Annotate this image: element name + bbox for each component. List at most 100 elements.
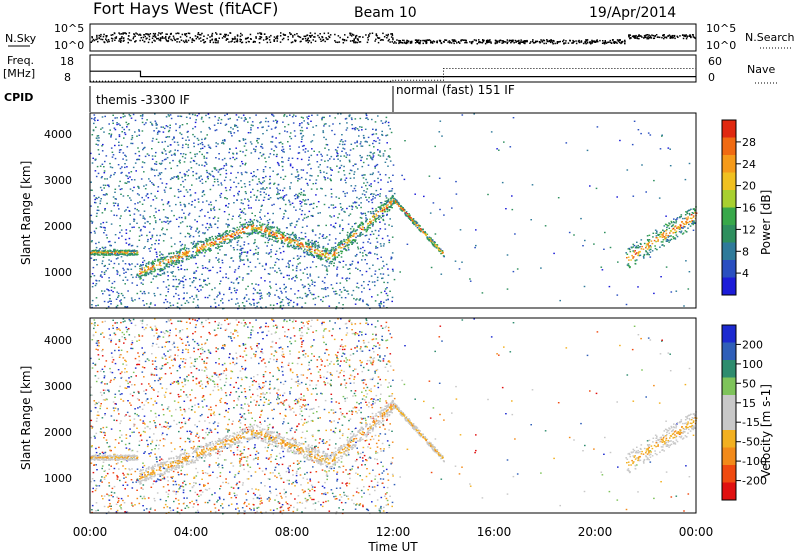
- power-cell: [110, 134, 112, 137]
- power-cell: [144, 274, 146, 277]
- nsky-point: [245, 41, 247, 44]
- power-cell: [695, 212, 698, 214]
- nsky-point: [173, 37, 175, 39]
- power-cell: [283, 199, 285, 201]
- power-cell: [265, 262, 267, 265]
- power-cell: [114, 128, 117, 131]
- nsky-point: [314, 36, 316, 38]
- power-cell: [300, 169, 303, 171]
- power-cell: [673, 218, 675, 220]
- power-cell: [346, 245, 349, 247]
- power-cell: [272, 212, 274, 215]
- power-cell: [330, 168, 332, 171]
- power-cell: [636, 241, 638, 243]
- power-cell: [367, 136, 370, 139]
- power-cell: [255, 230, 257, 232]
- power-cell: [101, 271, 103, 273]
- nsky-point: [462, 39, 465, 41]
- power-cell: [140, 178, 143, 180]
- power-cell: [222, 143, 225, 145]
- power-cell: [231, 135, 233, 137]
- power-cell: [685, 217, 687, 219]
- power-cell: [130, 268, 133, 270]
- power-cell: [323, 125, 325, 127]
- power-cell: [345, 152, 347, 154]
- nsky-point: [433, 41, 436, 43]
- power-cell: [381, 133, 383, 136]
- power-cell: [206, 171, 208, 174]
- nsky-point: [572, 42, 574, 44]
- power-cell: [359, 298, 362, 300]
- power-cell: [132, 254, 134, 256]
- power-cell: [149, 223, 151, 225]
- power-cell: [252, 287, 255, 290]
- nsky-point: [452, 39, 455, 41]
- power-cell: [298, 124, 301, 127]
- power-cell: [267, 239, 270, 241]
- power-cell: [177, 285, 179, 288]
- nsky-point: [512, 40, 514, 42]
- power-cell: [320, 187, 322, 190]
- nsky-point: [525, 40, 527, 42]
- power-cell: [279, 189, 281, 191]
- power-cell: [201, 265, 204, 267]
- power-cell: [129, 176, 131, 178]
- power-cell: [229, 266, 231, 268]
- power-cell: [335, 246, 337, 248]
- power-cell: [268, 252, 271, 254]
- power-cell: [178, 298, 180, 300]
- power-cell: [158, 258, 161, 261]
- nsky-point: [454, 39, 456, 41]
- power-cell: [167, 288, 170, 290]
- nsky-point: [225, 33, 227, 36]
- power-cell: [368, 238, 370, 240]
- power-cell: [153, 267, 156, 269]
- power-cell: [258, 262, 261, 265]
- power-cell: [334, 254, 336, 257]
- power-cell: [125, 182, 128, 184]
- power-cell: [107, 184, 109, 186]
- power-cell: [300, 231, 303, 234]
- power-cell: [182, 144, 184, 146]
- nsky-point: [392, 37, 394, 39]
- nsky-point: [118, 38, 121, 40]
- power-cell: [670, 291, 673, 293]
- nsky-point: [638, 37, 640, 40]
- power-cell: [111, 166, 114, 169]
- power-cell: [205, 180, 207, 183]
- power-cell: [680, 231, 682, 234]
- power-cell: [259, 191, 262, 193]
- power-cell: [101, 250, 103, 252]
- nsky-point: [438, 39, 441, 42]
- nsky-point: [142, 36, 145, 39]
- nsky-point: [334, 33, 336, 36]
- power-cell: [95, 242, 97, 245]
- power-cell: [310, 141, 312, 143]
- nsky-point: [111, 38, 114, 40]
- power-cell: [341, 243, 343, 245]
- power-cell: [169, 124, 171, 126]
- nsky-point: [494, 42, 497, 44]
- power-cell: [198, 230, 201, 233]
- power-cell: [273, 153, 275, 156]
- power-cell: [142, 279, 145, 281]
- nsky-point: [616, 39, 619, 41]
- power-cell: [299, 203, 302, 205]
- power-cell: [168, 205, 171, 207]
- power-cell: [153, 270, 155, 273]
- power-cell: [318, 224, 320, 227]
- power-cell: [309, 248, 311, 250]
- power-cell: [245, 232, 248, 235]
- power-cell: [256, 302, 258, 304]
- power-cell: [208, 282, 211, 285]
- power-cell: [324, 247, 327, 250]
- power-cell: [221, 242, 223, 244]
- power-cell: [362, 174, 365, 176]
- power-cell: [95, 252, 98, 254]
- power-cell: [335, 307, 337, 310]
- power-cell: [164, 140, 166, 143]
- nsky-point: [356, 41, 358, 44]
- power-cell: [692, 223, 695, 226]
- nsky-point: [518, 39, 520, 42]
- power-cell: [251, 220, 254, 222]
